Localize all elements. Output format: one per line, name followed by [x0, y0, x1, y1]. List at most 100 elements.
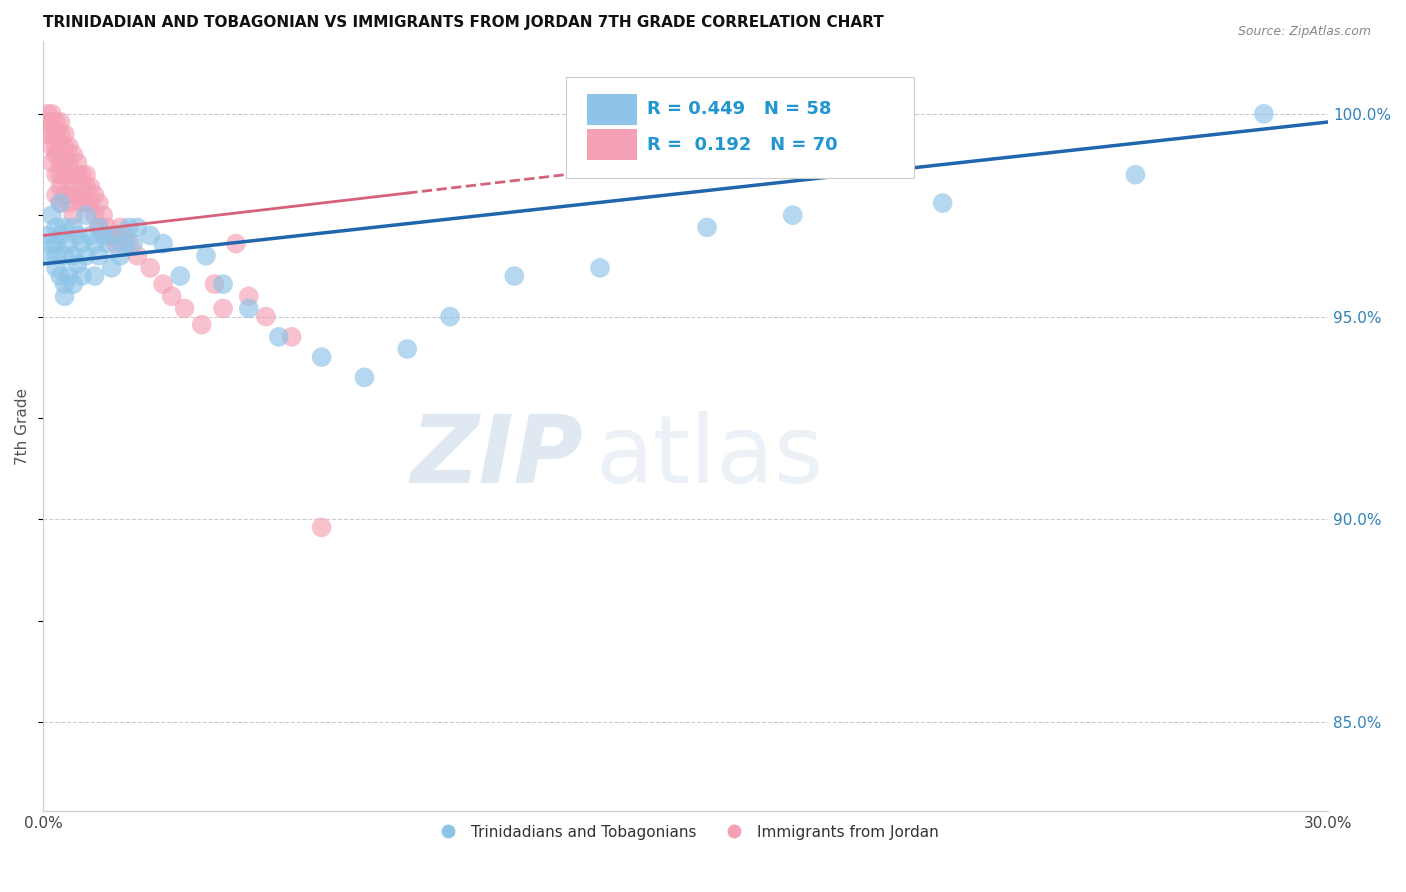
Point — [87, 196, 110, 211]
Point — [70, 236, 93, 251]
Point — [212, 277, 235, 292]
Point — [41, 155, 63, 169]
Point — [58, 139, 80, 153]
Point — [53, 127, 76, 141]
Point — [41, 236, 63, 251]
Point — [1253, 107, 1275, 121]
Point — [105, 228, 128, 243]
Point — [110, 220, 132, 235]
Point — [110, 249, 132, 263]
Point — [311, 520, 333, 534]
Point — [53, 188, 76, 202]
Point — [45, 115, 67, 129]
Point — [53, 220, 76, 235]
Point — [96, 236, 118, 251]
Legend: Trinidadians and Tobagonians, Immigrants from Jordan: Trinidadians and Tobagonians, Immigrants… — [426, 819, 945, 846]
Point — [45, 220, 67, 235]
Point — [225, 236, 247, 251]
Point — [58, 179, 80, 194]
Point — [238, 301, 260, 316]
Point — [79, 228, 101, 243]
Point — [696, 220, 718, 235]
Point — [931, 196, 953, 211]
Point — [254, 310, 277, 324]
Point — [127, 220, 149, 235]
Point — [66, 188, 89, 202]
Point — [66, 257, 89, 271]
Point — [204, 277, 226, 292]
Point — [41, 139, 63, 153]
Point — [49, 179, 72, 194]
Point — [66, 168, 89, 182]
Point — [169, 268, 191, 283]
Point — [100, 228, 122, 243]
Point — [75, 179, 97, 194]
Point — [45, 260, 67, 275]
Point — [122, 236, 145, 251]
Point — [37, 249, 59, 263]
Point — [194, 249, 217, 263]
Point — [267, 330, 290, 344]
Point — [45, 249, 67, 263]
Text: atlas: atlas — [596, 411, 824, 503]
Point — [62, 188, 84, 202]
Point — [280, 330, 302, 344]
Point — [53, 139, 76, 153]
Point — [114, 236, 136, 251]
Point — [66, 155, 89, 169]
Text: R =  0.192   N = 70: R = 0.192 N = 70 — [647, 136, 838, 154]
Point — [353, 370, 375, 384]
Text: ZIP: ZIP — [411, 411, 583, 503]
Point — [66, 228, 89, 243]
FancyBboxPatch shape — [586, 94, 637, 125]
Point — [45, 168, 67, 182]
Text: TRINIDADIAN AND TOBAGONIAN VS IMMIGRANTS FROM JORDAN 7TH GRADE CORRELATION CHART: TRINIDADIAN AND TOBAGONIAN VS IMMIGRANTS… — [44, 15, 884, 30]
Point — [37, 127, 59, 141]
Y-axis label: 7th Grade: 7th Grade — [15, 387, 30, 465]
Point — [782, 208, 804, 222]
Point — [70, 268, 93, 283]
Point — [58, 196, 80, 211]
Point — [62, 147, 84, 161]
Point — [49, 115, 72, 129]
Point — [70, 179, 93, 194]
Point — [58, 155, 80, 169]
Text: Source: ZipAtlas.com: Source: ZipAtlas.com — [1237, 25, 1371, 38]
Point — [53, 289, 76, 303]
Point — [37, 228, 59, 243]
Point — [37, 107, 59, 121]
Point — [49, 196, 72, 211]
Point — [105, 236, 128, 251]
Point — [45, 147, 67, 161]
Point — [589, 260, 612, 275]
Point — [62, 249, 84, 263]
Point — [311, 350, 333, 364]
Point — [152, 236, 174, 251]
Point — [79, 179, 101, 194]
Point — [49, 268, 72, 283]
Point — [87, 220, 110, 235]
Point — [1125, 168, 1147, 182]
Point — [91, 208, 114, 222]
Point — [139, 228, 162, 243]
Point — [87, 220, 110, 235]
Point — [100, 260, 122, 275]
Point — [96, 220, 118, 235]
Point — [58, 168, 80, 182]
Point — [173, 301, 195, 316]
Point — [152, 277, 174, 292]
Point — [45, 188, 67, 202]
Point — [439, 310, 461, 324]
Point — [45, 236, 67, 251]
Point — [41, 115, 63, 129]
Point — [79, 196, 101, 211]
FancyBboxPatch shape — [567, 77, 914, 178]
Point — [62, 208, 84, 222]
Point — [70, 168, 93, 182]
Point — [212, 301, 235, 316]
Point — [396, 342, 419, 356]
Point — [190, 318, 212, 332]
Point — [37, 115, 59, 129]
Point — [160, 289, 183, 303]
Point — [83, 188, 105, 202]
